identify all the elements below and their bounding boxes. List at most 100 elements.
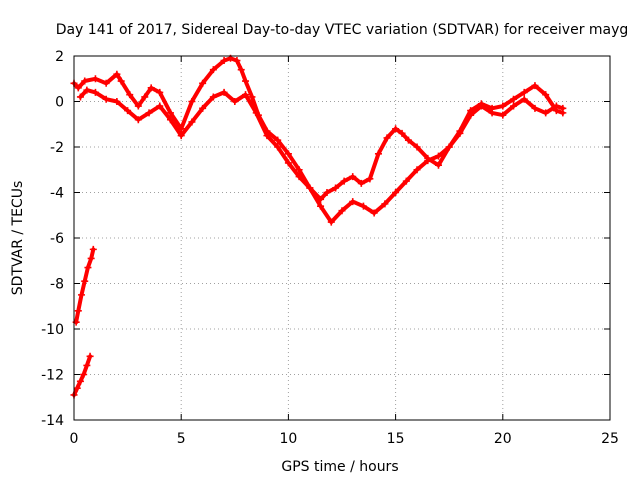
data-point [81, 77, 89, 85]
data-point [413, 143, 421, 151]
data-point [340, 177, 348, 185]
data-point [520, 95, 528, 103]
data-point [349, 198, 357, 206]
axes: 0 5 10 15 20 25 -14 -12 -10 -8 -6 -4 -2 0 2 [41, 49, 619, 447]
data-point [274, 143, 282, 151]
data-point [188, 118, 196, 126]
data-point [284, 159, 292, 167]
data-point [499, 111, 507, 119]
data-point [332, 184, 340, 192]
data-point [510, 95, 518, 103]
x-tick-label: 15 [387, 431, 405, 447]
data-point [392, 125, 400, 133]
data-point [177, 132, 185, 140]
data-point [327, 218, 335, 226]
data-point [199, 104, 207, 112]
data-point [323, 189, 331, 196]
data-point [263, 132, 271, 140]
data-point [141, 93, 149, 101]
data-point [113, 70, 121, 78]
data-point [359, 202, 367, 210]
series-track-2 [76, 86, 567, 226]
y-axis-label: SDTVAR / TECUs [10, 181, 26, 296]
data-point [76, 377, 84, 385]
data-point [374, 150, 382, 158]
data-point [434, 152, 442, 160]
data-point [166, 109, 174, 117]
y-tick-label: 2 [55, 49, 64, 65]
data-point [126, 91, 134, 99]
data-point [477, 102, 485, 110]
y-tick-label: -6 [50, 231, 64, 247]
data-point [317, 202, 325, 210]
data-point [306, 184, 314, 192]
data-point [233, 57, 241, 65]
x-tick-label: 5 [177, 431, 186, 447]
y-tick-label: -2 [50, 140, 64, 156]
data-point [87, 254, 95, 262]
series-track-1 [70, 54, 567, 203]
data-point [156, 102, 164, 110]
y-tick-label: -12 [41, 368, 64, 384]
data-point [499, 102, 507, 110]
data-point [542, 109, 550, 117]
data-point [74, 307, 82, 315]
data-point [274, 136, 282, 144]
data-point [91, 88, 99, 96]
data-point [366, 175, 374, 183]
x-axis-label: GPS time / hours [281, 459, 398, 475]
data-point [510, 102, 518, 110]
data-point [552, 102, 560, 110]
data-point [398, 129, 406, 137]
data-point [209, 93, 217, 101]
data-point [145, 109, 153, 117]
data-point [84, 264, 92, 272]
data-point [80, 371, 88, 378]
data-point [445, 143, 453, 151]
data-point [357, 179, 365, 187]
data-point [89, 245, 97, 253]
data-point [220, 57, 228, 65]
data-point [76, 93, 84, 101]
data-point [209, 66, 217, 74]
data-point [134, 116, 142, 124]
data-point [252, 109, 260, 117]
data-point [338, 207, 346, 215]
data-point [381, 200, 389, 208]
data-point [73, 384, 81, 392]
data-point [295, 166, 303, 174]
data-point [456, 129, 464, 137]
data-point [242, 77, 250, 85]
data-point [383, 134, 391, 142]
data-point [156, 88, 164, 96]
data-point [248, 93, 256, 101]
data-point [83, 86, 91, 94]
y-tick-label: 0 [55, 95, 64, 111]
data-point [242, 91, 250, 99]
data-point [237, 66, 245, 74]
data-point [102, 79, 110, 87]
data-point [488, 109, 496, 117]
data-point [424, 157, 432, 165]
data-marks [70, 54, 567, 399]
data-point [370, 209, 378, 217]
series-trace [72, 56, 565, 202]
series-track-3 [72, 245, 97, 326]
data-point [284, 150, 292, 158]
data-point [113, 98, 121, 105]
chart-title: Day 141 of 2017, Sidereal Day-to-day VTE… [56, 22, 629, 38]
data-point [74, 84, 82, 92]
data-point [166, 116, 174, 124]
x-tick-label: 0 [70, 431, 79, 447]
data-point [531, 82, 539, 90]
data-point [199, 79, 207, 87]
series-track-4 [70, 352, 94, 399]
data-point [295, 173, 303, 181]
data-point [520, 88, 528, 96]
data-point [349, 173, 357, 181]
x-tick-label: 20 [494, 431, 512, 447]
data-point [434, 161, 442, 169]
data-point [542, 91, 550, 99]
